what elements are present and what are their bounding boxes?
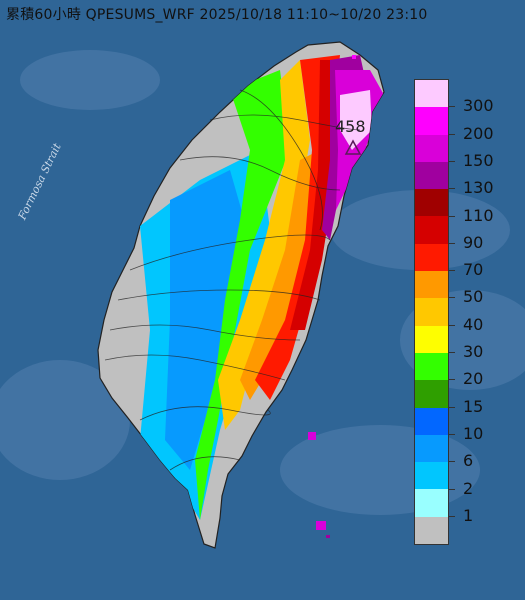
legend-tick (449, 324, 455, 326)
rain-zone-40 (218, 60, 310, 430)
map-title: 累積60小時 QPESUMS_WRF 2025/10/18 11:10~10/2… (6, 7, 428, 23)
legend-label: 300 (463, 96, 494, 116)
legend-tick (449, 406, 455, 408)
legend-label: 70 (463, 260, 484, 280)
legend-swatch (415, 407, 448, 435)
legend-label: 50 (463, 287, 484, 307)
legend-color-bar (414, 79, 449, 546)
island-orchid (316, 521, 326, 530)
legend-label: 130 (463, 178, 494, 198)
legend-swatch (415, 107, 448, 135)
rain-zone-20 (195, 70, 290, 520)
legend-swatch (415, 516, 448, 545)
legend-tick (449, 242, 455, 244)
legend-tick (449, 160, 455, 162)
legend-tick (449, 188, 455, 190)
rain-zone-6 (165, 170, 250, 470)
legend-tick (449, 515, 455, 517)
legend-tick (449, 461, 455, 463)
peak-marker-icon (344, 139, 362, 155)
small-islands (308, 55, 356, 538)
legend-swatch (415, 243, 448, 272)
legend-label: 90 (463, 232, 484, 252)
legend-tick (449, 133, 455, 135)
legend-swatch (415, 352, 448, 381)
legend-tick (449, 379, 455, 381)
legend-swatch (415, 134, 448, 162)
legend-tick (449, 106, 455, 108)
legend-swatch (415, 161, 448, 190)
basin-boundaries (104, 89, 361, 471)
legend-label: 15 (463, 396, 484, 416)
legend-label: 6 (463, 451, 474, 471)
legend-swatch (415, 489, 448, 517)
rain-zone-300 (340, 90, 372, 150)
legend-label: 30 (463, 342, 484, 361)
island-guishan (352, 55, 356, 59)
legend-label: 150 (463, 150, 494, 170)
legend-swatch (415, 434, 448, 463)
legend-tick (449, 297, 455, 299)
legend-tick (449, 270, 455, 272)
legend-label: 200 (463, 123, 494, 143)
legend-label: 10 (463, 423, 484, 443)
peak-value-label: 458 (335, 117, 366, 136)
island-green (308, 432, 316, 440)
legend-swatch (415, 325, 448, 353)
legend-label: 110 (463, 205, 494, 225)
legend-tick (449, 488, 455, 490)
legend-swatch (415, 189, 448, 217)
legend-swatch (415, 298, 448, 326)
legend-tick (449, 215, 455, 217)
legend-label: 40 (463, 314, 484, 334)
legend-swatch (415, 380, 448, 408)
legend-swatch (415, 216, 448, 244)
legend-label: 2 (463, 478, 474, 498)
legend-swatch (415, 462, 448, 490)
legend-tick (449, 352, 455, 353)
legend-swatch (415, 80, 448, 108)
legend-label: 20 (463, 369, 484, 389)
island-orchid-small (326, 535, 330, 538)
rainfall-field (140, 55, 384, 520)
legend-tick (449, 433, 455, 435)
legend-swatch (415, 271, 448, 299)
legend-label: 1 (463, 505, 474, 525)
